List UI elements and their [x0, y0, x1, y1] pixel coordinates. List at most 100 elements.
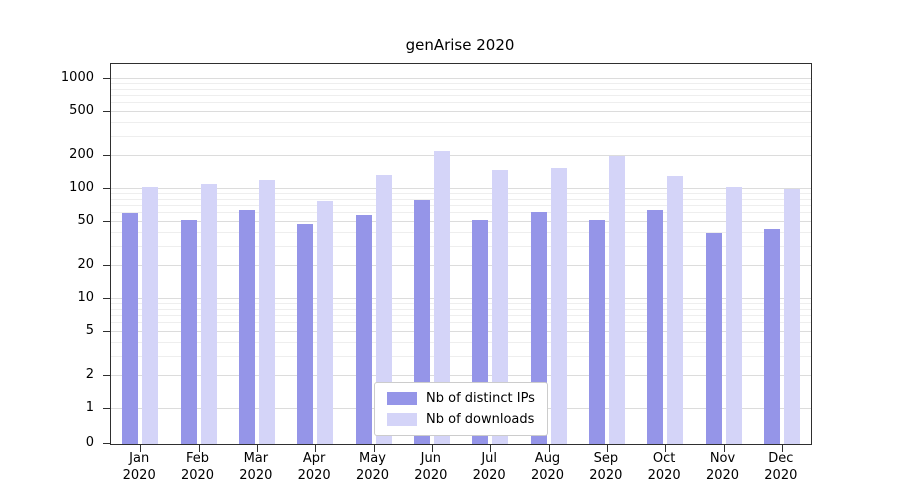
- x-tick-month: Dec: [768, 451, 794, 466]
- y-tick-mark: [103, 298, 110, 299]
- bar-downloads: [375, 174, 392, 444]
- bar-downloads: [725, 186, 742, 444]
- x-tick-year: 2020: [297, 467, 331, 483]
- x-tick-label: Feb 2020: [158, 451, 238, 485]
- legend-swatch-ips: [387, 392, 417, 405]
- minor-gridline: [111, 102, 811, 104]
- minor-gridline: [111, 95, 811, 97]
- legend-label-downloads: Nb of downloads: [426, 412, 535, 427]
- bar-downloads: [433, 151, 450, 444]
- x-tick-year: 2020: [705, 467, 740, 483]
- x-tick-month: Jan: [129, 451, 150, 466]
- bar-distinct-ips: [588, 220, 605, 444]
- legend: Nb of distinct IPs Nb of downloads: [374, 382, 548, 436]
- x-tick-month: Sep: [593, 451, 619, 466]
- x-tick-label: Jun 2020: [391, 451, 471, 485]
- bar-distinct-ips: [122, 213, 139, 444]
- y-tick-label: 50: [77, 213, 94, 229]
- y-tick-mark: [103, 188, 110, 189]
- minor-gridline: [111, 212, 811, 214]
- x-tick-label: Mar 2020: [216, 451, 296, 485]
- legend-item-distinct-ips: Nb of distinct IPs: [387, 391, 535, 406]
- minor-gridline: [111, 121, 811, 123]
- x-tick-year: 2020: [530, 467, 565, 483]
- x-tick-year: 2020: [180, 467, 215, 483]
- minor-gridline: [111, 341, 811, 343]
- x-tick-year: 2020: [589, 467, 623, 483]
- y-tick-mark: [103, 374, 110, 376]
- y-tick-mark: [103, 154, 110, 156]
- x-tick-mark: [723, 445, 725, 452]
- y-tick-mark: [103, 78, 110, 79]
- x-tick-mark: [198, 445, 200, 452]
- minor-gridline: [111, 231, 811, 233]
- minor-gridline: [111, 198, 811, 200]
- x-tick-month: May: [359, 451, 386, 466]
- bar-downloads: [492, 169, 509, 444]
- minor-gridline: [111, 355, 811, 357]
- y-tick-mark: [103, 221, 110, 223]
- bar-downloads: [667, 176, 684, 444]
- x-tick-mark: [140, 445, 142, 452]
- bar-downloads: [317, 200, 334, 444]
- x-tick-year: 2020: [122, 467, 156, 483]
- x-tick-label: Aug 2020: [508, 451, 588, 485]
- minor-gridline: [111, 88, 811, 90]
- x-tick-year: 2020: [355, 467, 390, 483]
- y-tick-label: 1: [85, 400, 94, 415]
- major-gridline: [111, 298, 811, 299]
- x-tick-label: Sep 2020: [566, 451, 646, 485]
- x-tick-mark: [373, 445, 375, 452]
- major-gridline: [111, 374, 811, 376]
- y-tick-label: 200: [69, 146, 94, 162]
- y-tick-label: 2: [85, 366, 94, 382]
- y-tick-mark: [103, 408, 110, 409]
- y-axis: 0 1 2 5 10 20 50 100 200 500 1000: [0, 63, 102, 450]
- x-tick-mark: [606, 445, 608, 452]
- bar-downloads: [142, 186, 159, 444]
- major-gridline: [111, 188, 811, 189]
- x-tick-mark: [256, 445, 258, 452]
- x-tick-mark: [490, 445, 492, 452]
- x-tick-year: 2020: [472, 467, 506, 483]
- plot-area: Nb of distinct IPs Nb of downloads: [103, 63, 812, 452]
- y-tick-label: 20: [77, 256, 94, 272]
- x-tick-month: Oct: [652, 451, 676, 466]
- bar-downloads: [200, 184, 217, 444]
- x-tick-month: Jun: [420, 451, 441, 466]
- x-tick-month: Feb: [185, 451, 210, 466]
- x-tick-month: Aug: [534, 451, 561, 466]
- x-tick-year: 2020: [414, 467, 448, 483]
- x-tick-mark: [548, 445, 550, 452]
- minor-gridline: [111, 303, 811, 305]
- x-tick-mark: [665, 445, 667, 452]
- x-axis: Jan 2020 Feb 2020 Mar 2020 Apr 2020 May 2020 Jun 20…: [110, 451, 810, 491]
- major-gridline: [111, 111, 811, 113]
- legend-item-downloads: Nb of downloads: [387, 412, 535, 427]
- minor-gridline: [111, 135, 811, 137]
- x-tick-label: Nov 2020: [683, 451, 763, 485]
- bar-distinct-ips: [180, 220, 197, 444]
- minor-gridline: [111, 245, 811, 247]
- minor-gridline: [111, 205, 811, 207]
- minor-gridline: [111, 83, 811, 85]
- bar-downloads: [608, 155, 625, 444]
- major-gridline: [111, 221, 811, 223]
- bar-distinct-ips: [647, 209, 664, 444]
- major-gridline: [111, 78, 811, 79]
- x-tick-mark: [431, 445, 433, 452]
- x-tick-month: Mar: [243, 451, 269, 466]
- major-gridline: [111, 154, 811, 156]
- y-tick-mark: [103, 331, 110, 333]
- chart-title: genArise 2020: [405, 36, 515, 54]
- bar-distinct-ips: [763, 229, 780, 444]
- x-tick-year: 2020: [764, 467, 798, 483]
- minor-gridline: [111, 315, 811, 317]
- bar-distinct-ips: [297, 224, 314, 444]
- x-tick-label: Dec 2020: [741, 451, 821, 485]
- y-tick-mark: [103, 111, 110, 113]
- minor-gridline: [111, 308, 811, 310]
- y-tick-label: 500: [69, 103, 94, 119]
- bar-distinct-ips: [355, 215, 372, 444]
